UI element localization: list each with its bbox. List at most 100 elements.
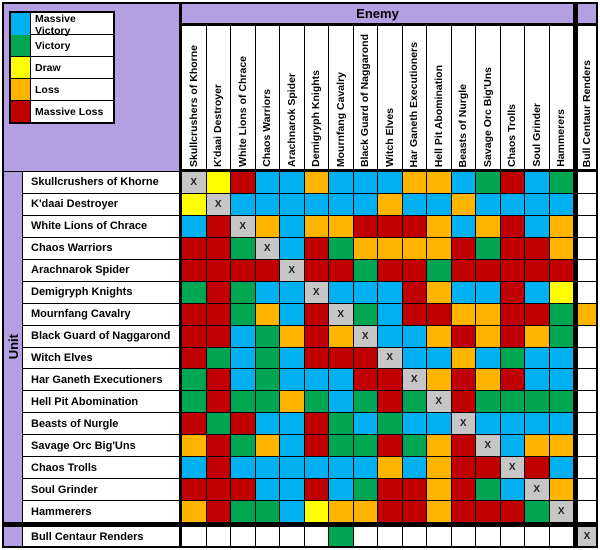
matrix-cell[interactable] — [231, 237, 255, 259]
matrix-cell[interactable] — [500, 303, 524, 325]
row-header-bull-centaur-renders[interactable]: Bull Centaur Renders — [23, 527, 181, 546]
matrix-cell[interactable] — [451, 303, 475, 325]
matrix-cell[interactable] — [329, 281, 353, 303]
matrix-cell[interactable] — [304, 303, 328, 325]
matrix-cell[interactable] — [578, 501, 596, 522]
matrix-cell[interactable] — [182, 237, 206, 259]
matrix-cell[interactable] — [378, 281, 402, 303]
row-header-demigryph-knights[interactable]: Demigryph Knights — [23, 281, 181, 303]
matrix-cell[interactable] — [451, 325, 475, 347]
matrix-cell[interactable] — [255, 281, 279, 303]
matrix-cell[interactable] — [402, 413, 426, 435]
matrix-cell[interactable] — [578, 347, 596, 369]
matrix-cell[interactable] — [182, 369, 206, 391]
matrix-cell[interactable] — [402, 325, 426, 347]
matrix-cell[interactable] — [549, 172, 573, 193]
matrix-cell[interactable] — [427, 172, 451, 193]
matrix-cell[interactable] — [402, 193, 426, 215]
matrix-cell[interactable] — [476, 457, 500, 479]
matrix-cell[interactable] — [549, 237, 573, 259]
matrix-cell[interactable] — [231, 325, 255, 347]
matrix-cell[interactable] — [476, 413, 500, 435]
matrix-cell[interactable] — [525, 281, 549, 303]
matrix-cell[interactable] — [182, 457, 206, 479]
matrix-cell[interactable] — [451, 172, 475, 193]
matrix-cell[interactable] — [402, 259, 426, 281]
matrix-cell[interactable] — [578, 479, 596, 501]
matrix-cell[interactable] — [304, 259, 328, 281]
matrix-cell[interactable] — [427, 413, 451, 435]
matrix-cell[interactable] — [500, 259, 524, 281]
matrix-cell[interactable] — [476, 237, 500, 259]
matrix-cell[interactable] — [353, 369, 377, 391]
matrix-cell[interactable] — [255, 347, 279, 369]
column-header-demigryph-knights[interactable]: Demigryph Knights — [304, 26, 328, 171]
matrix-cell[interactable] — [329, 435, 353, 457]
matrix-cell[interactable] — [578, 435, 596, 457]
matrix-cell[interactable] — [304, 501, 328, 522]
matrix-cell[interactable] — [255, 303, 279, 325]
matrix-cell[interactable] — [549, 369, 573, 391]
matrix-cell[interactable] — [500, 215, 524, 237]
matrix-cell[interactable] — [280, 172, 304, 193]
matrix-cell[interactable] — [378, 391, 402, 413]
column-header-chaos-warriors[interactable]: Chaos Warriors — [255, 26, 279, 171]
column-header-hell-pit-abomination[interactable]: Hell Pit Abomination — [427, 26, 451, 171]
matrix-cell[interactable] — [280, 479, 304, 501]
matrix-cell[interactable] — [549, 259, 573, 281]
column-header-hammerers[interactable]: Hammerers — [549, 26, 573, 171]
column-header-black-guard-of-naggarond[interactable]: Black Guard of Naggarond — [353, 26, 377, 171]
matrix-cell[interactable] — [255, 501, 279, 522]
matrix-cell[interactable] — [182, 325, 206, 347]
matrix-cell[interactable] — [427, 303, 451, 325]
matrix-cell[interactable] — [329, 369, 353, 391]
matrix-cell[interactable] — [353, 413, 377, 435]
matrix-cell[interactable] — [549, 215, 573, 237]
matrix-cell[interactable] — [280, 193, 304, 215]
matrix-cell[interactable] — [206, 369, 230, 391]
matrix-cell[interactable] — [427, 479, 451, 501]
column-header-arachnarok-spider[interactable]: Arachnarok Spider — [280, 26, 304, 171]
matrix-cell[interactable] — [206, 435, 230, 457]
diagonal-x-cell[interactable]: X — [378, 347, 402, 369]
matrix-cell[interactable] — [402, 457, 426, 479]
row-header-savage-orc-big-uns[interactable]: Savage Orc Big'Uns — [23, 435, 181, 457]
row-header-white-lions-of-chrace[interactable]: White Lions of Chrace — [23, 215, 181, 237]
matrix-cell[interactable] — [231, 172, 255, 193]
matrix-cell[interactable] — [280, 303, 304, 325]
matrix-cell[interactable] — [451, 193, 475, 215]
matrix-cell[interactable] — [231, 457, 255, 479]
matrix-cell[interactable] — [255, 413, 279, 435]
matrix-cell[interactable] — [304, 457, 328, 479]
matrix-cell[interactable] — [255, 435, 279, 457]
matrix-cell[interactable] — [255, 259, 279, 281]
matrix-cell[interactable] — [378, 527, 402, 546]
column-header-mournfang-cavalry[interactable]: Mournfang Cavalry — [329, 26, 353, 171]
matrix-cell[interactable] — [500, 237, 524, 259]
matrix-cell[interactable] — [427, 369, 451, 391]
matrix-cell[interactable] — [255, 172, 279, 193]
matrix-cell[interactable] — [500, 369, 524, 391]
matrix-cell[interactable] — [427, 527, 451, 546]
matrix-cell[interactable] — [378, 457, 402, 479]
matrix-cell[interactable] — [329, 193, 353, 215]
matrix-cell[interactable] — [353, 457, 377, 479]
diagonal-x-cell[interactable]: X — [525, 479, 549, 501]
matrix-cell[interactable] — [231, 413, 255, 435]
matrix-cell[interactable] — [451, 281, 475, 303]
matrix-cell[interactable] — [578, 259, 596, 281]
matrix-cell[interactable] — [255, 527, 279, 546]
matrix-cell[interactable] — [378, 325, 402, 347]
matrix-cell[interactable] — [280, 435, 304, 457]
matrix-cell[interactable] — [578, 281, 596, 303]
matrix-cell[interactable] — [549, 391, 573, 413]
matrix-cell[interactable] — [280, 281, 304, 303]
matrix-cell[interactable] — [378, 435, 402, 457]
matrix-cell[interactable] — [353, 435, 377, 457]
matrix-cell[interactable] — [402, 391, 426, 413]
matrix-cell[interactable] — [304, 369, 328, 391]
row-header-witch-elves[interactable]: Witch Elves — [23, 347, 181, 369]
matrix-cell[interactable] — [255, 325, 279, 347]
matrix-cell[interactable] — [206, 281, 230, 303]
matrix-cell[interactable] — [182, 413, 206, 435]
